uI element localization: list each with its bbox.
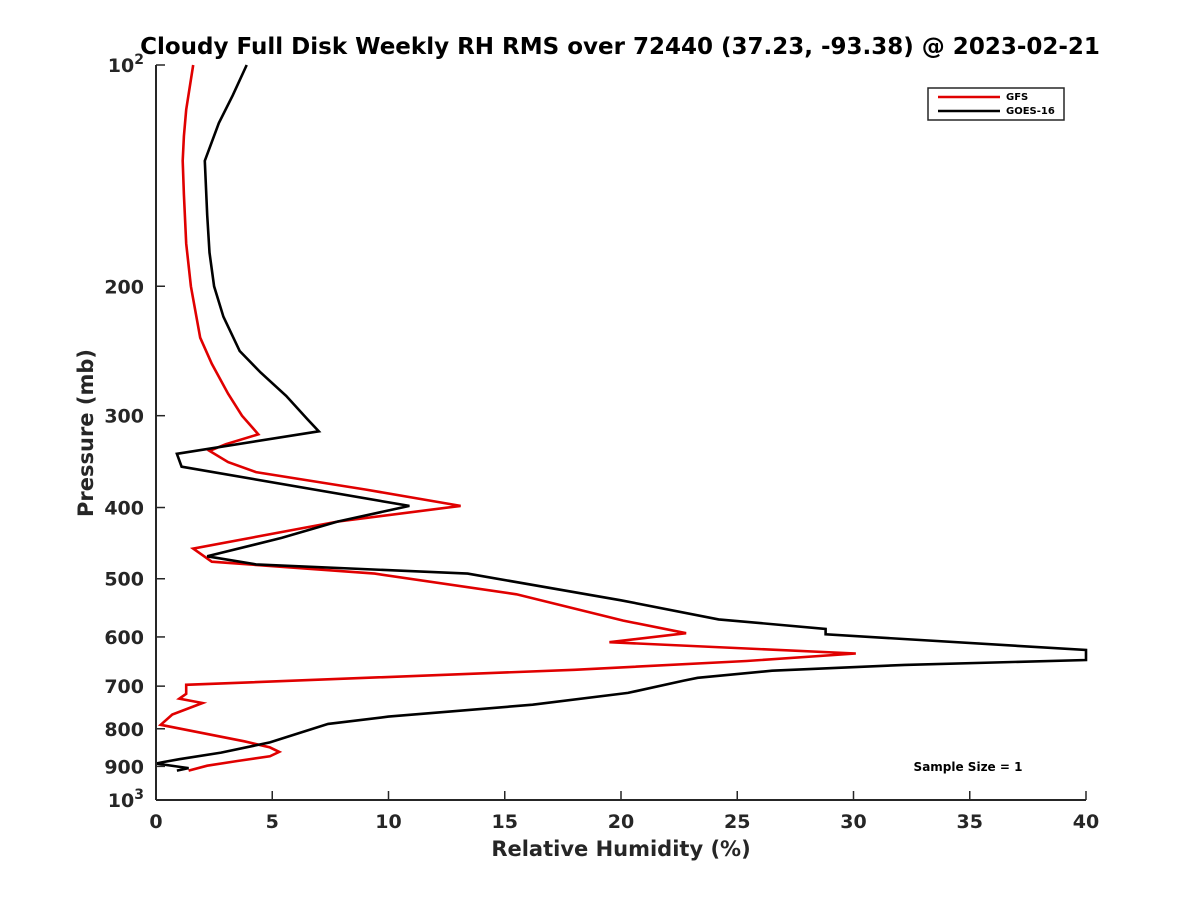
plot-area xyxy=(156,65,1086,800)
x-axis-label: Relative Humidity (%) xyxy=(491,837,750,861)
y-tick-label: 300 xyxy=(104,406,144,428)
y-tick-label: 103 xyxy=(108,787,144,812)
x-tick-label: 20 xyxy=(608,811,634,833)
series-layer xyxy=(155,64,1088,772)
x-tick-label: 35 xyxy=(957,811,983,833)
x-tick-label: 5 xyxy=(266,811,279,833)
legend-label-gfs: GFS xyxy=(1006,92,1028,103)
x-tick-label: 25 xyxy=(724,811,750,833)
x-tick-label: 15 xyxy=(492,811,518,833)
sample-size-annotation: Sample Size = 1 xyxy=(914,760,1023,774)
y-tick-label: 800 xyxy=(104,719,144,741)
legend: GFS GOES-16 xyxy=(927,87,1065,121)
y-tick-label: 600 xyxy=(104,627,144,649)
x-tick-label: 10 xyxy=(375,811,401,833)
x-tick-label: 40 xyxy=(1073,811,1099,833)
legend-label-goes-16: GOES-16 xyxy=(1006,106,1055,117)
series-line-gfs xyxy=(157,64,856,772)
y-tick-label: 102 xyxy=(108,52,144,77)
x-ticks: 0 5 10 15 20 25 30 35 40 xyxy=(149,791,1099,833)
y-tick-label: 700 xyxy=(104,676,144,698)
y-tick-label: 200 xyxy=(104,276,144,298)
y-axis-label: Pressure (mb) xyxy=(74,349,98,517)
x-tick-label: 30 xyxy=(840,811,866,833)
y-tick-label: 900 xyxy=(104,756,144,778)
y-ticks: 102 200 300 400 500 600 700 800 900 103 xyxy=(104,52,165,812)
y-tick-label: 400 xyxy=(104,498,144,520)
legend-box xyxy=(927,87,1065,121)
chart-title: Cloudy Full Disk Weekly RH RMS over 7244… xyxy=(140,34,1100,60)
y-tick-label: 500 xyxy=(104,569,144,591)
series-line-goes-16 xyxy=(155,64,1088,772)
x-tick-label: 0 xyxy=(149,811,162,833)
